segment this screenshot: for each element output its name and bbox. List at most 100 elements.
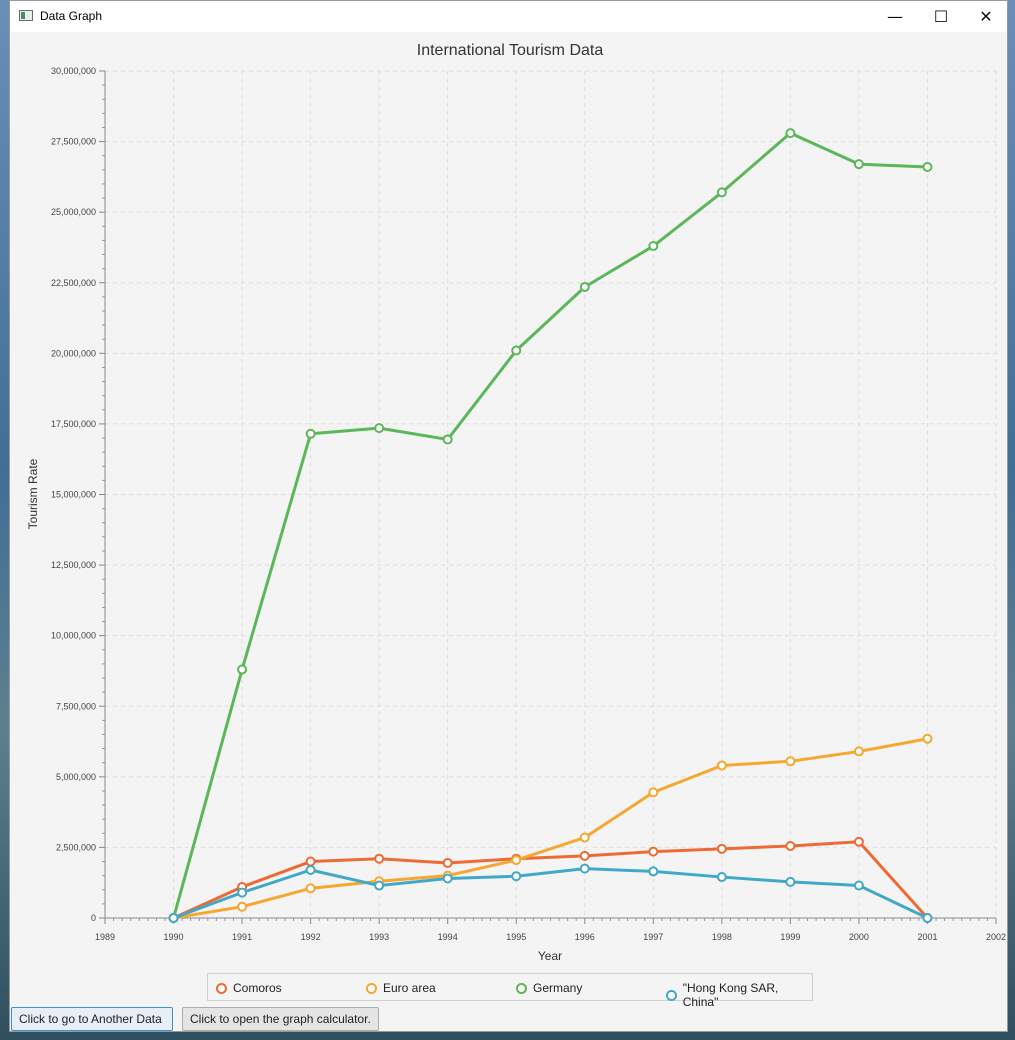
data-point-germany (853, 159, 864, 170)
close-button[interactable]: ✕ (979, 7, 993, 26)
data-point-comoros (374, 853, 385, 864)
legend-item-hong-kong-sar-china: "Hong Kong SAR, China" (666, 981, 812, 1009)
legend-label: "Hong Kong SAR, China" (682, 981, 779, 1009)
x-tick-label: 2002 (986, 932, 1006, 942)
data-point-germany (579, 281, 590, 292)
data-point-euro-area (648, 787, 659, 798)
data-point-hong-kong-sar-china (648, 866, 659, 877)
data-point-hong-kong-sar-china (374, 880, 385, 891)
y-tick-label: 22,500,000 (51, 278, 96, 288)
y-tick-label: 25,000,000 (51, 207, 96, 217)
y-tick-label: 5,000,000 (56, 772, 96, 782)
legend-label: Comoros (233, 981, 282, 995)
series-line-comoros (172, 840, 929, 920)
y-tick-label: 10,000,000 (51, 631, 96, 641)
x-tick-label: 1999 (780, 932, 800, 942)
data-point-comoros (648, 846, 659, 857)
data-point-germany (374, 423, 385, 434)
x-tick-label: 1993 (369, 932, 389, 942)
chart-legend: Comoros Euro area Germany "Hong Kong SAR, C… (207, 973, 813, 1009)
x-tick-label: 2000 (849, 932, 869, 942)
legend-swatch-icon (366, 982, 377, 994)
app-window: Data Graph — ☐ ✕ International Tourism D… (9, 0, 1008, 1032)
x-tick-label: 1989 (95, 932, 115, 942)
y-tick-label: 7,500,000 (56, 701, 96, 711)
data-point-germany (785, 128, 796, 139)
data-point-hong-kong-sar-china (442, 873, 453, 884)
x-tick-label: 1996 (575, 932, 595, 942)
x-tick-label: 1994 (438, 932, 458, 942)
graph-calculator-button[interactable]: Click to open the graph calculator. (182, 1007, 379, 1031)
y-tick-label: 2,500,000 (56, 842, 96, 852)
y-axis-label: Tourism Rate (26, 458, 40, 529)
grid (104, 70, 997, 919)
app-icon (19, 10, 33, 21)
data-point-comoros (716, 843, 727, 854)
legend-label: Germany (533, 981, 583, 995)
x-tick-label: 2001 (917, 932, 937, 942)
x-tick-label: 1995 (506, 932, 526, 942)
another-data-button[interactable]: Click to go to Another Data (11, 1007, 173, 1031)
data-point-hong-kong-sar-china (579, 863, 590, 874)
data-point-euro-area (237, 901, 248, 912)
maximize-button[interactable]: ☐ (933, 7, 949, 26)
data-point-hong-kong-sar-china (853, 880, 864, 891)
data-point-euro-area (511, 855, 522, 866)
title-bar[interactable]: Data Graph — ☐ ✕ (10, 1, 1007, 32)
data-point-euro-area (922, 733, 933, 744)
data-point-comoros (579, 850, 590, 861)
data-point-hong-kong-sar-china (511, 871, 522, 882)
legend-label: Euro area (383, 981, 436, 995)
legend-swatch-icon (216, 982, 227, 994)
x-tick-label: 1997 (643, 932, 663, 942)
series-lines (168, 128, 933, 923)
data-point-germany (716, 187, 727, 198)
data-point-hong-kong-sar-china (716, 872, 727, 883)
data-point-germany (237, 664, 248, 675)
legend-swatch-icon (516, 982, 527, 994)
line-chart: International Tourism Data Year Tourism … (26, 42, 1006, 963)
data-point-euro-area (716, 760, 727, 771)
y-tick-label: 0 (91, 913, 96, 923)
data-point-comoros (305, 856, 316, 867)
data-point-euro-area (853, 746, 864, 757)
x-tick-label: 1998 (712, 932, 732, 942)
y-tick-label: 30,000,000 (51, 66, 96, 76)
y-tick-label: 15,000,000 (51, 490, 96, 500)
window-title: Data Graph (40, 9, 103, 23)
axes: 1989 1990 1991 1992 1993 1994 1995 1996 1997 1998… (51, 66, 1006, 942)
legend-swatch-icon (666, 989, 677, 1001)
data-point-comoros (853, 836, 864, 847)
legend-item-germany: Germany (516, 981, 582, 995)
data-point-comoros (785, 841, 796, 852)
data-point-euro-area (305, 883, 316, 894)
data-point-hong-kong-sar-china (785, 876, 796, 887)
x-axis-label: Year (538, 949, 562, 963)
series-line-germany (172, 131, 928, 919)
data-point-germany (511, 345, 522, 356)
data-point-germany (442, 434, 453, 445)
y-tick-label: 20,000,000 (51, 348, 96, 358)
data-point-hong-kong-sar-china (168, 913, 179, 923)
data-point-germany (922, 161, 933, 172)
y-tick-label: 27,500,000 (51, 137, 96, 147)
data-point-hong-kong-sar-china (922, 913, 933, 923)
data-point-euro-area (579, 832, 590, 843)
minimize-button[interactable]: — (887, 7, 903, 26)
data-point-hong-kong-sar-china (237, 887, 248, 898)
data-point-germany (648, 241, 659, 252)
data-point-hong-kong-sar-china (305, 865, 316, 876)
y-tick-label: 12,500,000 (51, 560, 96, 570)
y-tick-label: 17,500,000 (51, 419, 96, 429)
series-line-hong-kong-sar-china (173, 867, 929, 920)
data-point-comoros (442, 857, 453, 868)
chart-title: International Tourism Data (417, 42, 604, 59)
x-tick-label: 1990 (164, 932, 184, 942)
x-tick-label: 1991 (232, 932, 252, 942)
series-line-euro-area (173, 737, 928, 920)
data-point-germany (305, 428, 316, 439)
legend-item-euro-area: Euro area (366, 981, 436, 995)
x-tick-label: 1992 (301, 932, 321, 942)
plot-area (105, 71, 996, 918)
legend-item-comoros: Comoros (216, 981, 282, 995)
